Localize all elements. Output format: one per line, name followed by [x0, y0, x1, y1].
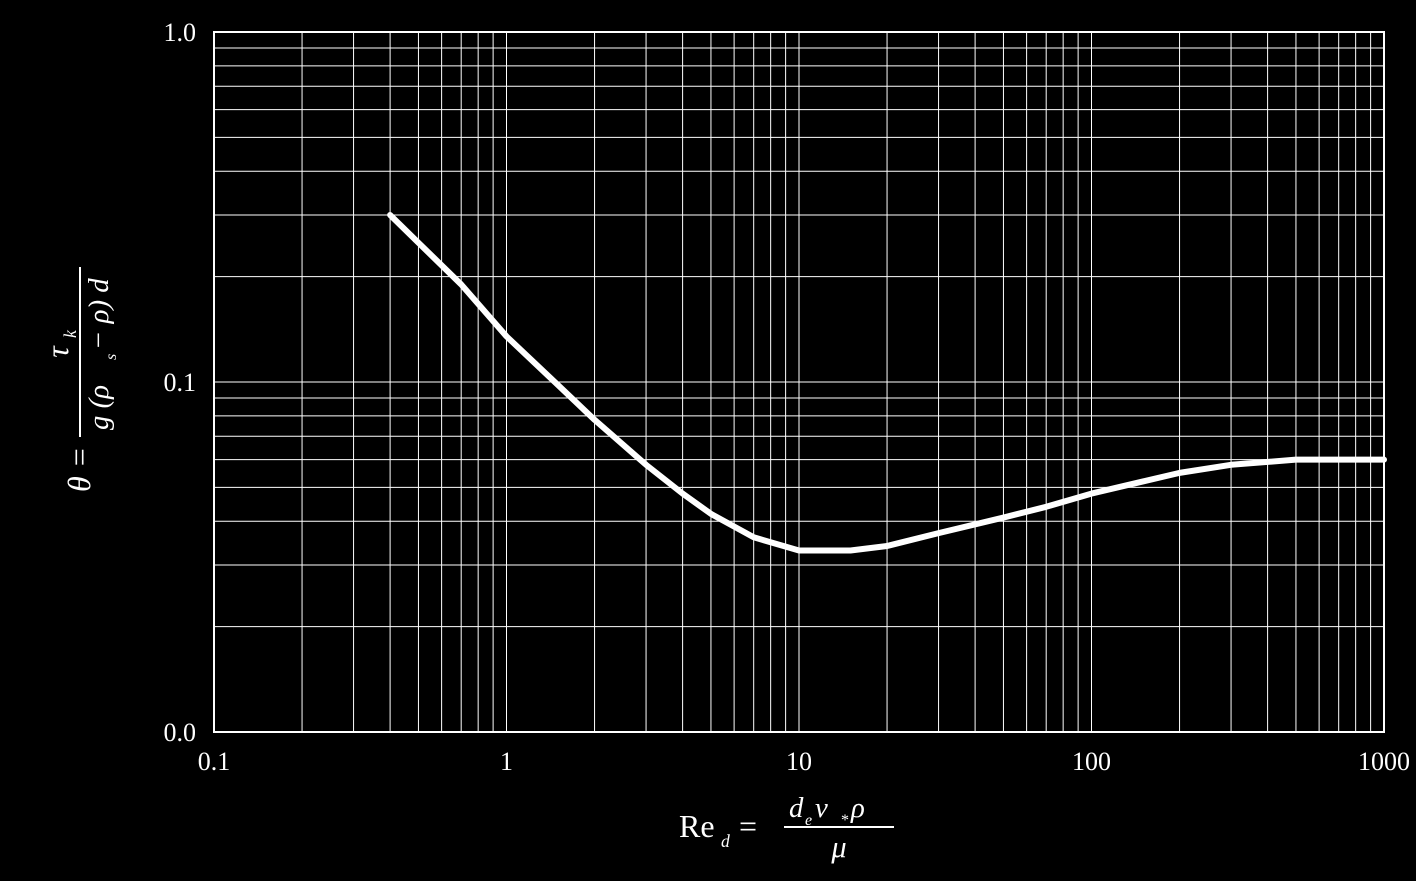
- svg-text:− ρ) d: − ρ) d: [83, 278, 115, 350]
- svg-text:g (ρ: g (ρ: [83, 385, 115, 430]
- y-tick-label: 0.0: [164, 718, 197, 747]
- svg-text:ρ: ρ: [850, 792, 865, 824]
- svg-text:d: d: [721, 831, 730, 851]
- svg-text:=: =: [739, 808, 757, 844]
- svg-text:θ =: θ =: [61, 447, 97, 492]
- svg-text:τ: τ: [39, 345, 75, 358]
- x-tick-label: 10: [786, 747, 812, 776]
- x-tick-label: 1000: [1358, 747, 1410, 776]
- x-tick-label: 100: [1072, 747, 1111, 776]
- svg-text:v: v: [815, 792, 828, 824]
- shields-chart: 0.111010010000.00.11.0θ = τkg (ρs − ρ) d…: [0, 0, 1416, 881]
- svg-text:k: k: [60, 329, 80, 338]
- svg-text:d: d: [789, 792, 804, 824]
- svg-text:s: s: [103, 354, 120, 360]
- x-tick-label: 0.1: [198, 747, 231, 776]
- svg-text:μ: μ: [830, 830, 846, 864]
- y-tick-label: 0.1: [164, 368, 197, 397]
- y-tick-label: 1.0: [164, 18, 197, 47]
- svg-text:Re: Re: [679, 808, 715, 844]
- chart-container: 0.111010010000.00.11.0θ = τkg (ρs − ρ) d…: [0, 0, 1416, 881]
- x-tick-label: 1: [500, 747, 513, 776]
